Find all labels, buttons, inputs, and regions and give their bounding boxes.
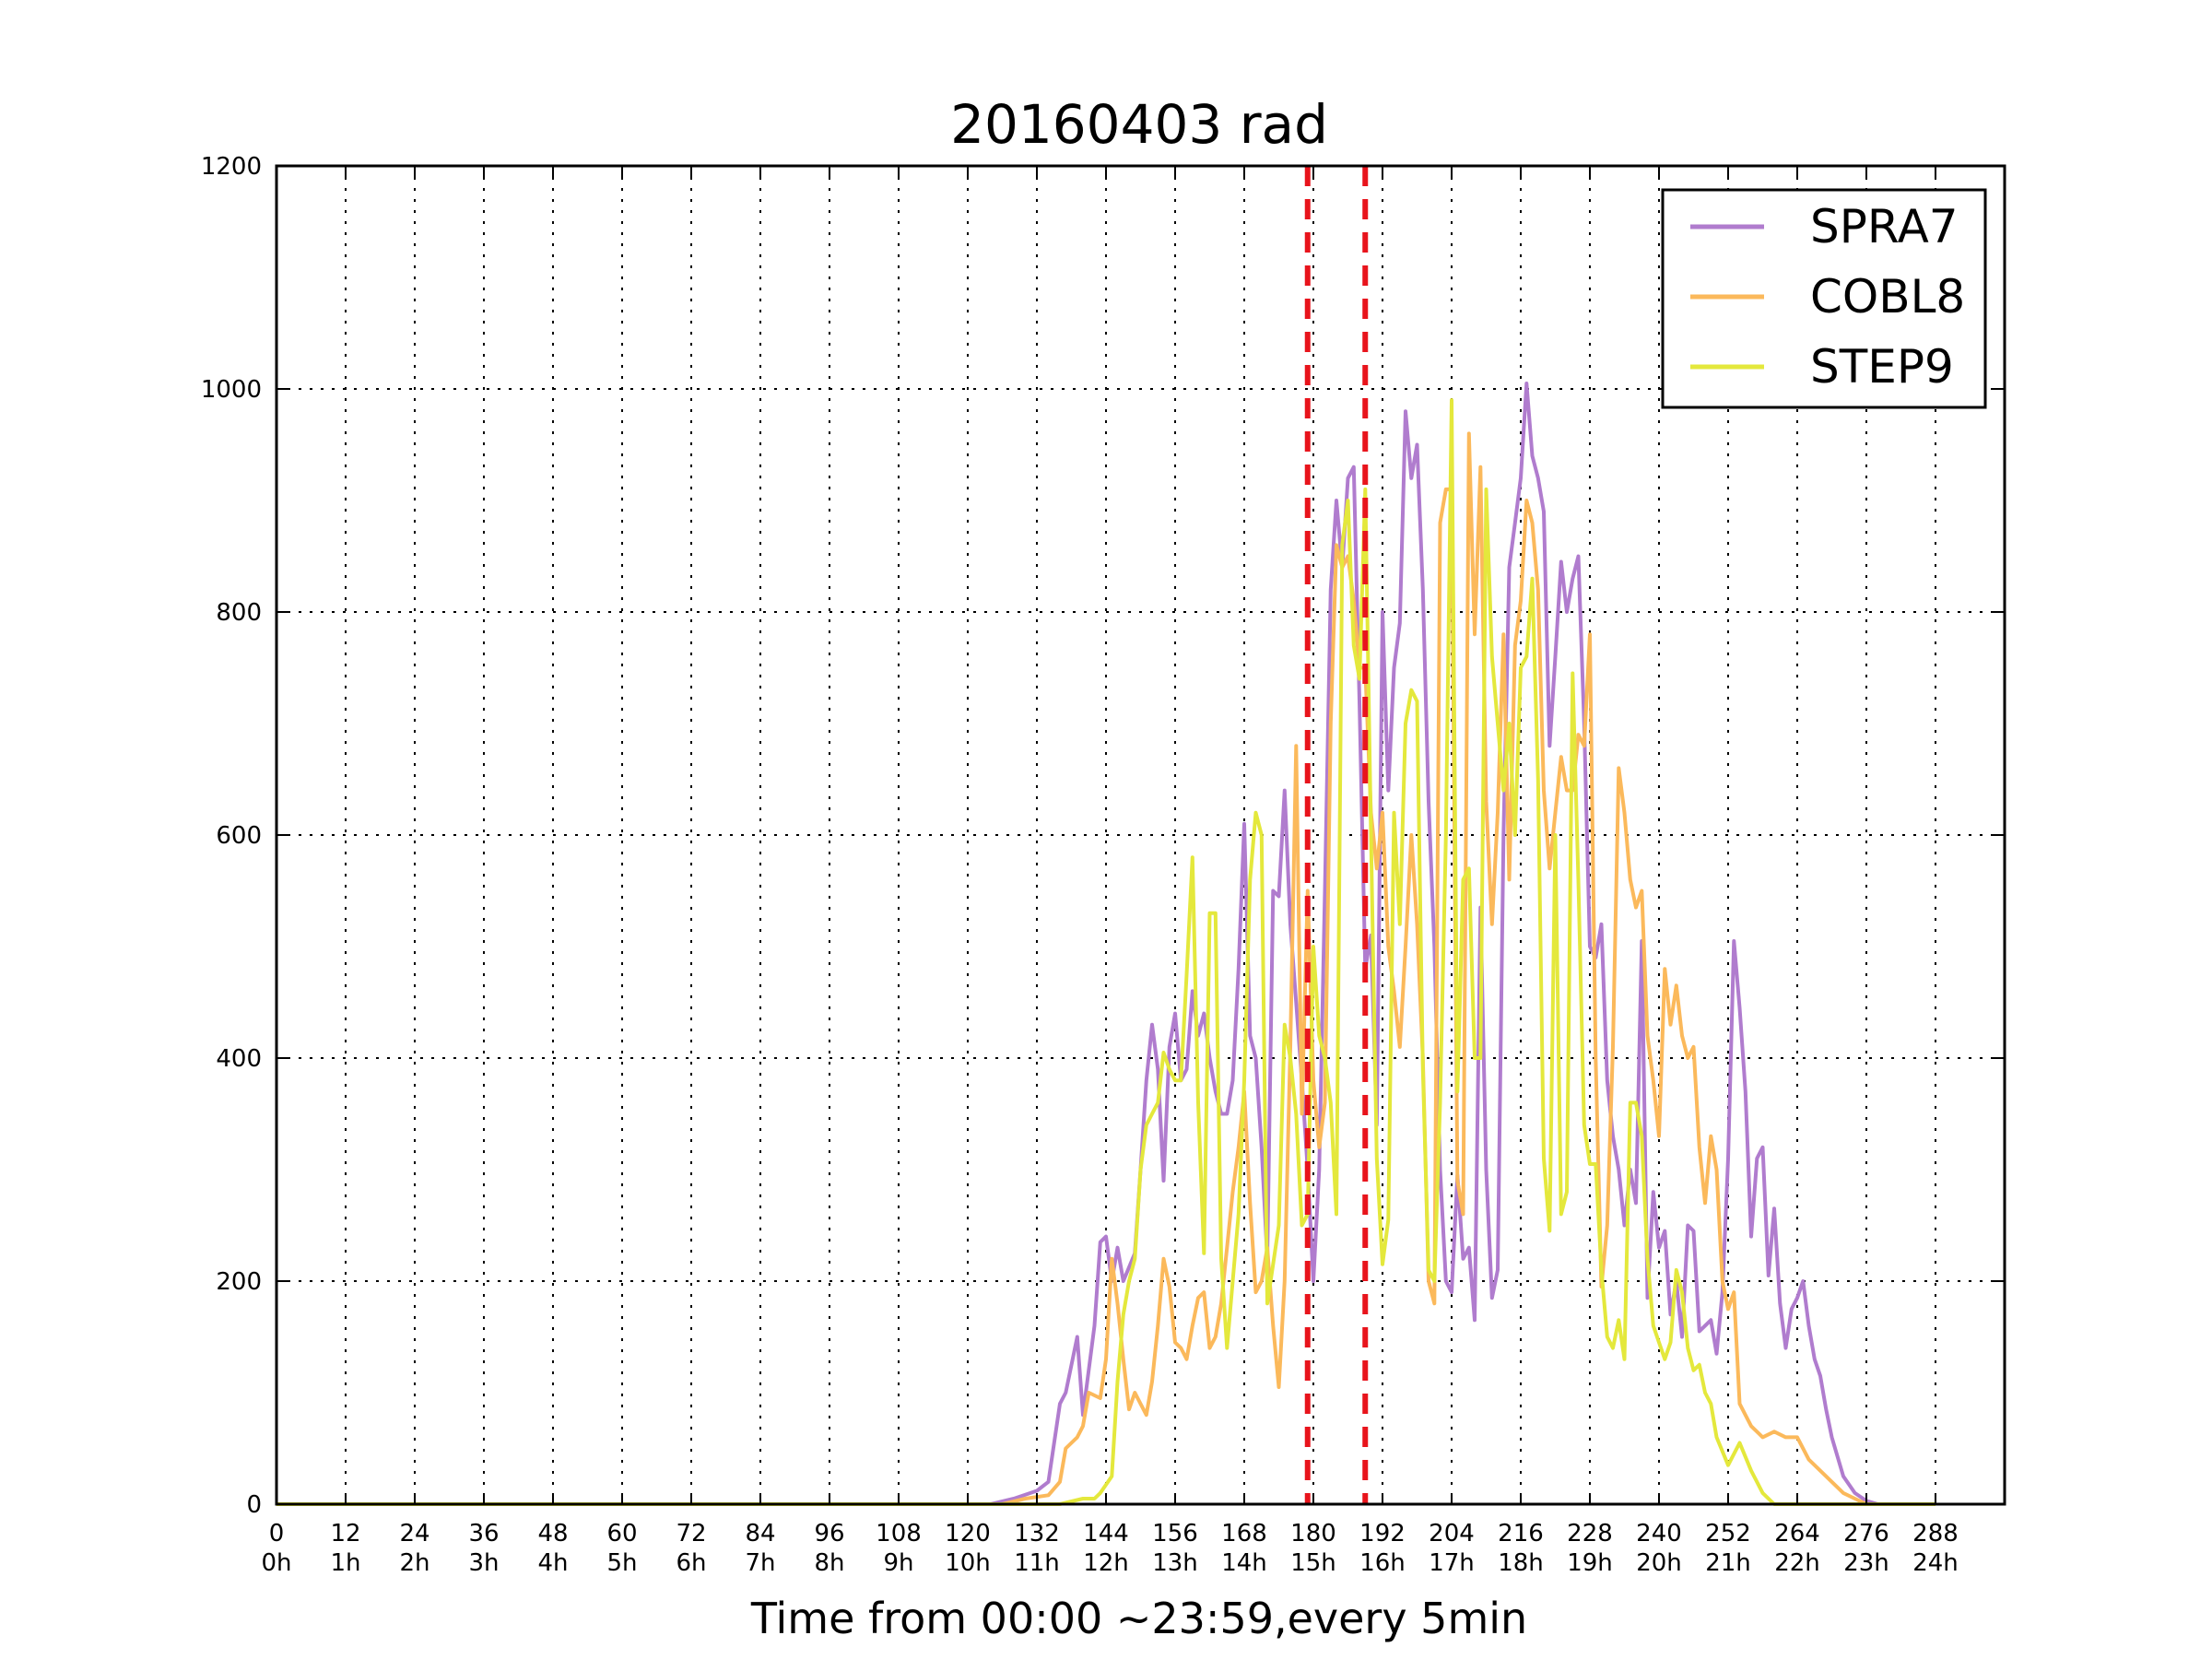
x-tick-label: 48 — [537, 1520, 568, 1547]
x-tick-label: 60 — [606, 1520, 637, 1547]
y-tick-label: 0 — [246, 1491, 262, 1519]
x-tick-sublabel: 20h — [1636, 1549, 1682, 1577]
x-tick-label: 264 — [1774, 1520, 1820, 1547]
y-tick-label: 1000 — [201, 376, 262, 404]
x-tick-sublabel: 21h — [1705, 1549, 1751, 1577]
x-tick-sublabel: 3h — [468, 1549, 499, 1577]
legend-label: STEP9 — [1810, 340, 1954, 394]
x-tick-sublabel: 7h — [745, 1549, 775, 1577]
x-tick-label: 156 — [1152, 1520, 1198, 1547]
x-tick-sublabel: 13h — [1152, 1549, 1198, 1577]
x-tick-sublabel: 12h — [1083, 1549, 1129, 1577]
x-tick-sublabel: 18h — [1498, 1549, 1544, 1577]
x-tick-sublabel: 19h — [1567, 1549, 1613, 1577]
x-tick-label: 228 — [1567, 1520, 1613, 1547]
x-tick-label: 108 — [876, 1520, 922, 1547]
x-tick-sublabel: 5h — [606, 1549, 637, 1577]
x-tick-label: 96 — [814, 1520, 844, 1547]
y-tick-label: 600 — [216, 822, 262, 850]
x-tick-label: 192 — [1359, 1520, 1406, 1547]
x-tick-label: 12 — [330, 1520, 360, 1547]
x-axis-label: Time from 00:00 ~23:59,every 5min — [750, 1594, 1527, 1643]
axis-ticks: 00h121h242h363h484h605h726h847h968h1089h… — [201, 153, 2005, 1577]
x-tick-sublabel: 6h — [676, 1549, 706, 1577]
y-tick-label: 800 — [216, 599, 262, 627]
x-tick-sublabel: 14h — [1221, 1549, 1267, 1577]
x-tick-sublabel: 16h — [1359, 1549, 1406, 1577]
y-tick-label: 200 — [216, 1268, 262, 1296]
x-tick-sublabel: 17h — [1429, 1549, 1475, 1577]
x-tick-sublabel: 23h — [1843, 1549, 1889, 1577]
x-tick-sublabel: 4h — [537, 1549, 568, 1577]
y-tick-label: 1200 — [201, 153, 262, 181]
chart-title: 20160403 rad — [950, 93, 1328, 156]
x-tick-sublabel: 8h — [814, 1549, 844, 1577]
x-tick-label: 72 — [676, 1520, 706, 1547]
x-tick-label: 144 — [1083, 1520, 1129, 1547]
x-tick-label: 252 — [1705, 1520, 1751, 1547]
vertical-markers — [1304, 166, 1369, 1504]
x-tick-label: 0 — [269, 1520, 285, 1547]
legend-label: COBL8 — [1810, 270, 1965, 324]
series-line-cobl8 — [276, 431, 1936, 1506]
x-tick-label: 132 — [1014, 1520, 1060, 1547]
x-tick-sublabel: 11h — [1014, 1549, 1060, 1577]
x-tick-sublabel: 24h — [1912, 1549, 1959, 1577]
x-tick-label: 24 — [399, 1520, 429, 1547]
x-tick-label: 240 — [1636, 1520, 1682, 1547]
legend-label: SPRA7 — [1810, 200, 1959, 253]
series-line-step9 — [276, 398, 1936, 1506]
x-tick-label: 276 — [1843, 1520, 1889, 1547]
x-tick-label: 36 — [468, 1520, 499, 1547]
x-tick-sublabel: 22h — [1774, 1549, 1820, 1577]
x-tick-sublabel: 10h — [945, 1549, 991, 1577]
x-tick-label: 216 — [1498, 1520, 1544, 1547]
x-tick-sublabel: 1h — [330, 1549, 360, 1577]
legend: SPRA7 COBL8 STEP9 — [1661, 188, 1987, 409]
x-tick-label: 120 — [945, 1520, 991, 1547]
series-line-spra7 — [276, 382, 1936, 1506]
x-tick-sublabel: 15h — [1290, 1549, 1336, 1577]
x-tick-label: 180 — [1290, 1520, 1336, 1547]
series-lines — [276, 382, 1936, 1506]
x-tick-label: 168 — [1221, 1520, 1267, 1547]
x-tick-label: 204 — [1429, 1520, 1475, 1547]
x-tick-label: 84 — [745, 1520, 775, 1547]
x-tick-label: 288 — [1912, 1520, 1959, 1547]
y-tick-label: 400 — [216, 1045, 262, 1073]
x-tick-sublabel: 2h — [399, 1549, 429, 1577]
x-tick-sublabel: 9h — [883, 1549, 913, 1577]
x-tick-sublabel: 0h — [261, 1549, 291, 1577]
